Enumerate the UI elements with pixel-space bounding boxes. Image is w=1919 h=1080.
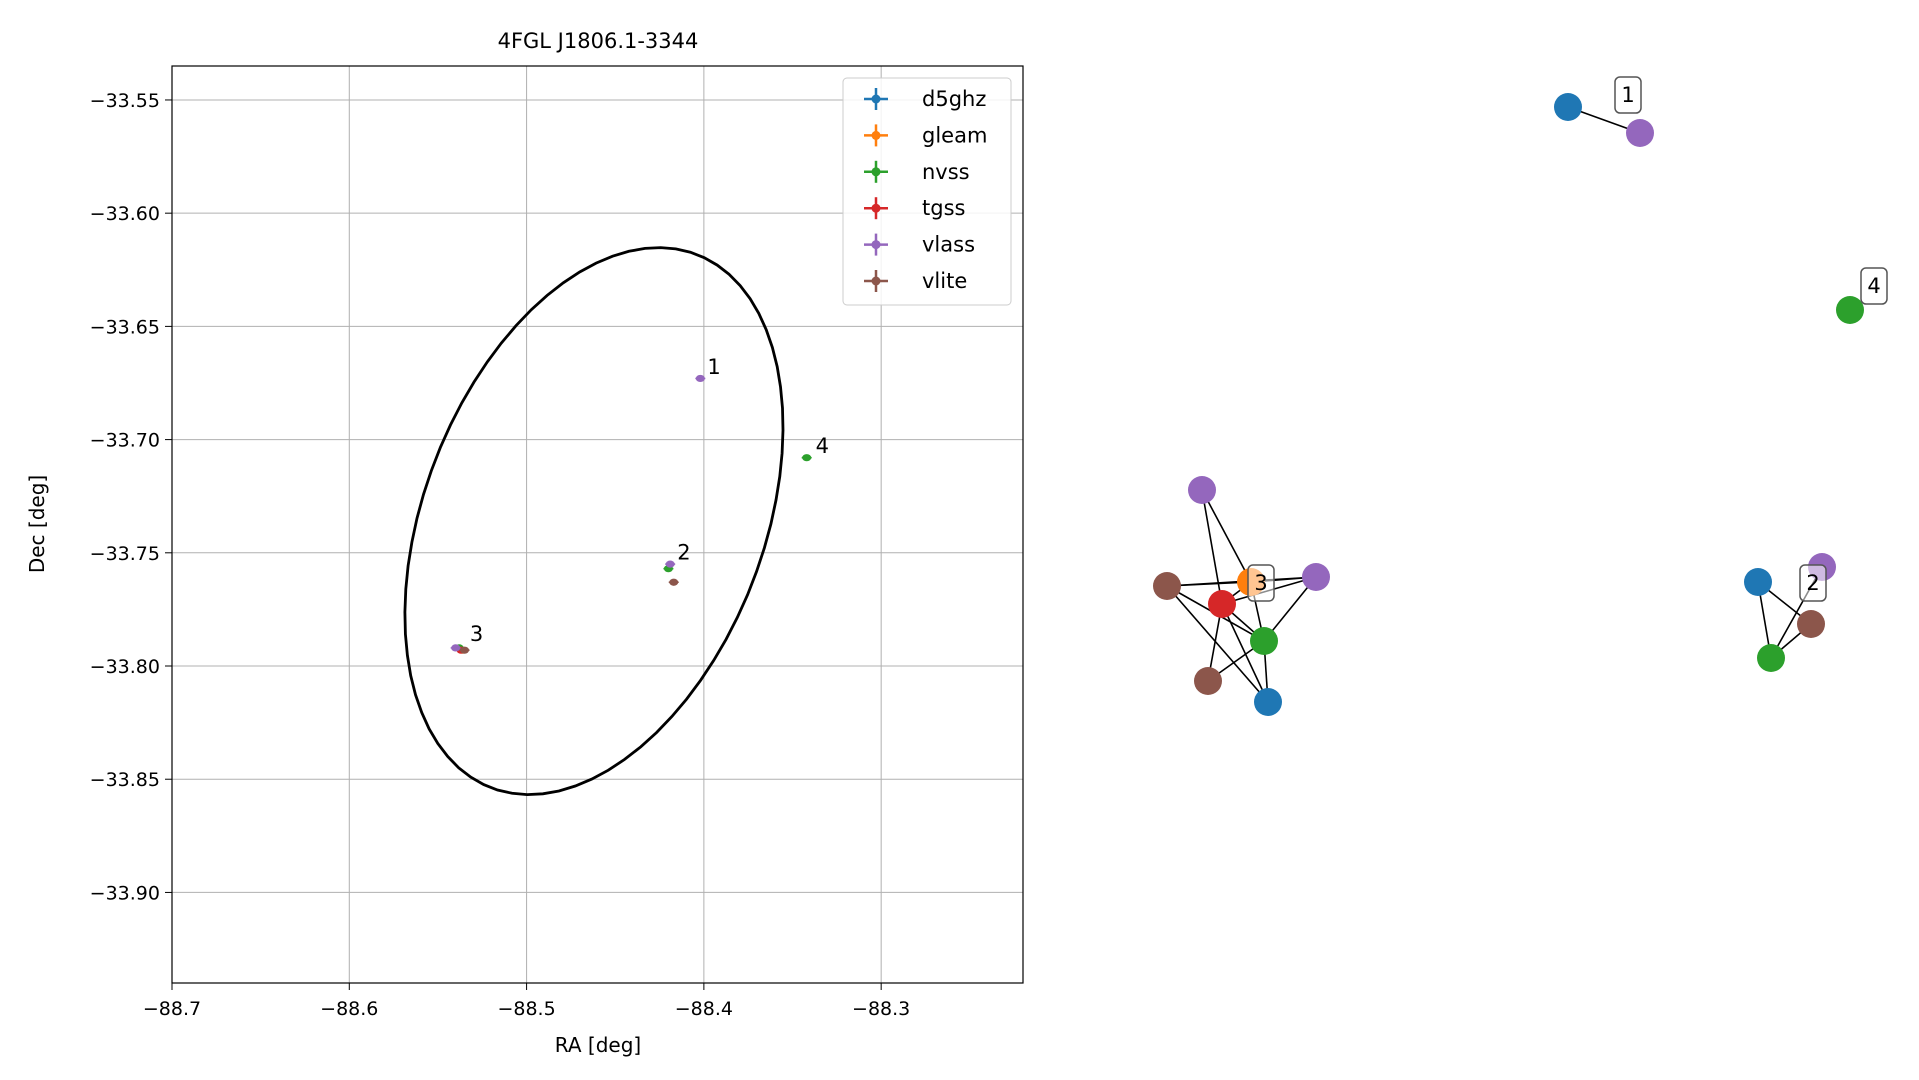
x-axis-label: RA [deg] xyxy=(555,1033,641,1057)
network-group-label: 2 xyxy=(1806,571,1819,595)
y-tick-label: −33.65 xyxy=(90,316,160,338)
network-group-label: 3 xyxy=(1254,571,1267,595)
network-node xyxy=(1302,563,1330,591)
point-annotation: 1 xyxy=(707,355,720,379)
legend: d5ghz gleam nvss tgss vlass vlite xyxy=(842,77,1012,306)
legend-label-vlite: vlite xyxy=(922,269,967,293)
point-annotations: 1 2 3 4 xyxy=(470,355,829,646)
network-node xyxy=(1554,93,1582,121)
network-edge xyxy=(1221,603,1269,703)
network-node xyxy=(1194,667,1222,695)
network-node xyxy=(1153,572,1181,600)
grid-lines xyxy=(171,66,1023,983)
x-axis-ticks: −88.7 −88.6 −88.5 −88.4 −88.3 xyxy=(143,983,910,1020)
network-node xyxy=(1188,476,1216,504)
legend-marker-nvss xyxy=(871,167,881,177)
y-tick-label: −33.55 xyxy=(90,90,160,112)
x-tick-label: −88.3 xyxy=(852,998,910,1020)
point-annotation: 2 xyxy=(677,541,690,565)
network-node xyxy=(1250,627,1278,655)
network-group-label-box xyxy=(1799,564,1827,602)
data-points xyxy=(450,374,812,654)
y-axis-ticks: −33.55 −33.60 −33.65 −33.70 −33.75 −33.80 −33.… xyxy=(90,90,172,904)
legend-label-vlass: vlass xyxy=(922,233,975,257)
legend-label-tgss: tgss xyxy=(922,196,965,220)
y-tick-label: −33.75 xyxy=(90,543,160,565)
point-annotation: 3 xyxy=(470,622,483,646)
network-node xyxy=(1836,296,1864,324)
uncertainty-ellipse xyxy=(403,246,785,797)
y-tick-label: −33.60 xyxy=(90,203,160,225)
y-tick-label: −33.80 xyxy=(90,656,160,678)
legend-label-gleam: gleam xyxy=(922,123,987,147)
y-tick-label: −33.70 xyxy=(90,430,160,452)
network-node xyxy=(1254,688,1282,716)
legend-marker-tgss xyxy=(871,203,881,213)
plot-frame xyxy=(171,65,1024,984)
network-node xyxy=(1626,119,1654,147)
x-tick-label: −88.5 xyxy=(497,998,555,1020)
network-group-label: 4 xyxy=(1867,274,1880,298)
network-group-label: 1 xyxy=(1621,83,1634,107)
network-group-label-box xyxy=(1860,267,1888,305)
y-axis-label: Dec [deg] xyxy=(25,475,49,573)
legend-marker-vlass xyxy=(871,240,881,250)
network-edge xyxy=(1166,585,1269,703)
y-tick-label: −33.90 xyxy=(90,882,160,904)
legend-marker-gleam xyxy=(871,130,881,140)
x-tick-label: −88.4 xyxy=(675,998,733,1020)
legend-marker-vlite xyxy=(871,276,881,286)
x-tick-label: −88.6 xyxy=(320,998,378,1020)
network-node xyxy=(1744,568,1772,596)
network-group-label-box xyxy=(1247,564,1275,602)
network-group-label-box xyxy=(1614,76,1642,114)
chart-title: 4FGL J1806.1-3344 xyxy=(498,29,699,53)
network-edge xyxy=(1201,489,1252,583)
x-tick-label: −88.7 xyxy=(143,998,201,1020)
legend-label-nvss: nvss xyxy=(922,160,970,184)
legend-marker-d5ghz xyxy=(871,94,881,104)
crossmatch-network-graph: 1 4 3 2 xyxy=(1153,76,1888,716)
network-edge xyxy=(1201,489,1223,605)
network-node xyxy=(1757,644,1785,672)
legend-label-d5ghz: d5ghz xyxy=(922,87,986,111)
network-node xyxy=(1208,590,1236,618)
point-annotation: 4 xyxy=(816,434,829,458)
network-node xyxy=(1797,610,1825,638)
uncertainty-ellipse-group xyxy=(403,246,785,797)
y-tick-label: −33.85 xyxy=(90,769,160,791)
